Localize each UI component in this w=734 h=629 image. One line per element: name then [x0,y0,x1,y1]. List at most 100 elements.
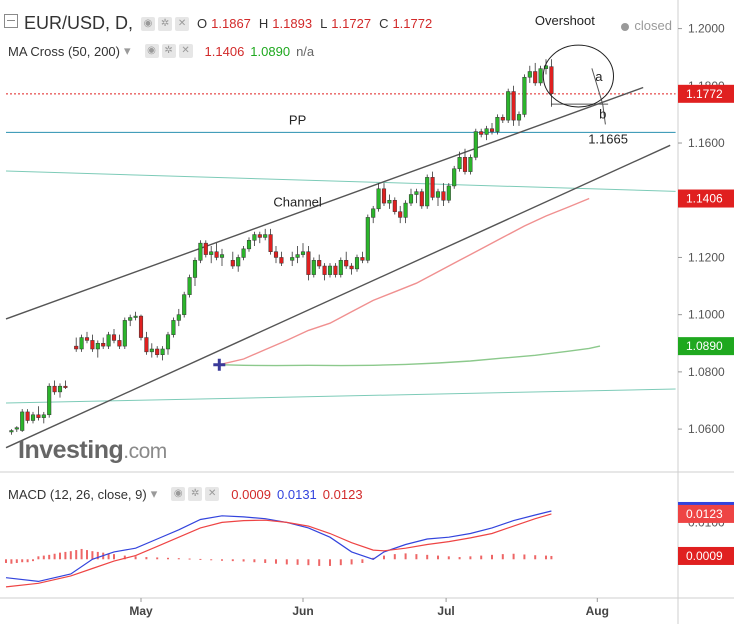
candle-body [95,343,100,350]
macd-histogram-bar [69,551,72,560]
candle-body [20,411,25,431]
candle-body [122,320,127,347]
macd-eye-icon[interactable]: ◉ [171,487,186,501]
candle-body [171,320,176,335]
ma-settings-icon[interactable]: ✲ [161,44,176,58]
candle-body [322,265,327,275]
macd-histogram-bar [307,559,310,566]
candle-body [9,430,14,433]
price-label-bg [678,504,734,523]
macd-legend-name: MACD (12, 26, close, 9) [8,486,147,502]
macd-histogram-bar [426,554,429,560]
candle-body [371,208,376,218]
macd-histogram-bar [48,554,51,560]
macd-histogram-bar [221,559,223,561]
macd-histogram-bar [534,555,537,560]
candle-body [506,91,511,121]
candle-body [111,334,117,341]
annotation-label: Overshoot [535,13,595,28]
eye-icon[interactable]: ◉ [141,16,156,31]
price-label-bg [678,337,734,356]
price-tick-label: 1.0800 [688,365,725,379]
macd-histogram-bar [134,556,137,560]
price-label-text: 0.0123 [686,507,723,521]
macd-histogram-bar [437,555,439,560]
candle-body [479,131,484,135]
menu-icon[interactable] [4,14,18,28]
candle-body [473,131,478,158]
candle-body [133,315,138,318]
logo-suffix: .com [123,440,167,463]
settings-icon[interactable]: ✲ [158,16,173,31]
macd-histogram-bar [91,551,94,560]
candle-body [90,340,95,350]
macd-histogram-bar [264,559,267,563]
ohlc-readout: O 1.1867 H 1.1893 L 1.1727 C 1.1772 [189,16,432,31]
candle-body [155,348,160,355]
candle-body [214,251,219,258]
macd-histogram-bar [550,555,553,560]
ma-eye-icon[interactable]: ◉ [144,44,159,58]
macd-settings-icon[interactable]: ✲ [188,487,203,501]
candle-body [160,348,165,355]
ma-legend-name: MA Cross (50, 200) [8,43,120,59]
macd-histogram-bar [231,559,234,562]
ma-legend-chevron-icon[interactable]: ▾ [124,43,131,58]
candle-body [230,260,235,267]
candle-body [187,277,192,295]
symbol-title: EUR/USD, D, [24,13,134,33]
candle-body [311,260,316,275]
macd-value-3: 0.0123 [322,486,363,502]
candle-body [14,427,19,430]
price-tick-label: 1.1000 [688,308,725,322]
ma-value-2: 1.0890 [250,43,291,59]
channel-upper [5,86,644,320]
candle-body [246,240,252,250]
candle-body [403,202,408,218]
ma-close-icon[interactable]: ✕ [178,44,193,58]
annotation-label: b [599,106,606,121]
candle-body [435,191,441,198]
macd-histogram-bar [177,558,180,560]
macd-histogram-bar [393,554,396,560]
macd-close-icon[interactable]: ✕ [205,487,220,501]
candle-body [495,117,500,132]
candle-body [300,251,306,255]
macd-histogram-bar [242,559,245,562]
candle-body [192,260,198,278]
price-label-bg [678,189,734,208]
close-icon[interactable]: ✕ [175,16,190,31]
candle-body [182,294,187,315]
macd-histogram-bar [15,559,18,563]
candle-body [273,251,279,258]
ohlc-low-value: 1.1727 [331,16,372,31]
candle-body [165,334,171,350]
macd-histogram-bar [107,553,110,560]
price-label-text: 1.0890 [686,339,723,353]
candle-body [500,117,505,121]
candle-body [290,257,295,261]
ohlc-close-key: C [379,16,389,31]
lower-horizontal [5,388,676,404]
candle-body [47,385,52,416]
candle-body [452,168,457,187]
candle-body [511,91,516,121]
candle-body [392,199,397,212]
time-tick-label: Jun [292,604,313,618]
macd-histogram-bar [275,559,277,564]
ma50-line [219,197,590,366]
time-tick-label: May [129,604,153,618]
candle-body [327,265,333,275]
candle-body [408,194,414,204]
macd-histogram-bar [80,548,83,560]
candle-body [219,254,225,258]
channel-lower [5,144,671,449]
macd-histogram-bar [383,555,385,560]
candle-body [533,71,538,84]
macd-histogram-bar [447,556,450,560]
macd-legend-chevron-icon[interactable]: ▾ [150,486,158,501]
candle-body [279,257,284,264]
macd-histogram-bar [86,550,88,560]
